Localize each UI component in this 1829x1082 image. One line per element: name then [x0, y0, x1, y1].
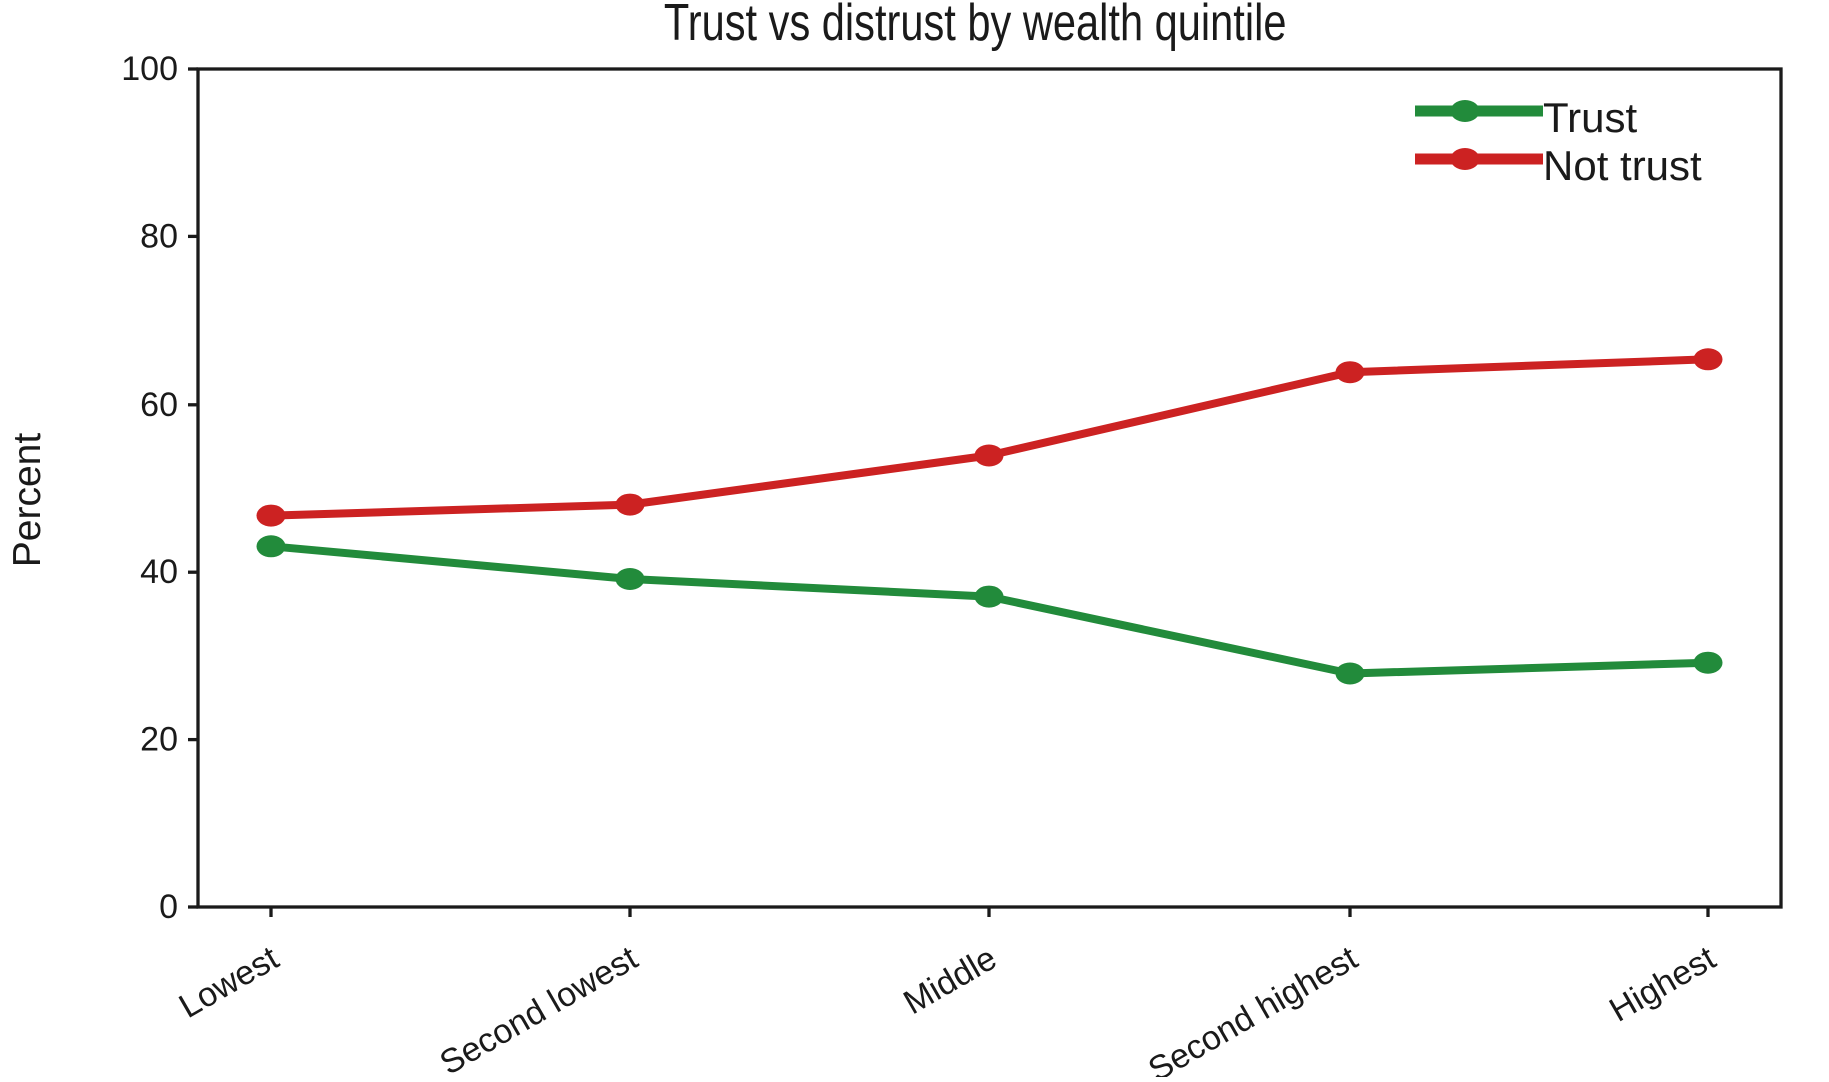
svg-text:Lowest: Lowest [173, 939, 286, 1026]
svg-text:Highest: Highest [1603, 939, 1722, 1030]
svg-text:Trust vs distrust by wealth qu: Trust vs distrust by wealth quintile [664, 0, 1287, 51]
svg-text:Middle: Middle [897, 939, 1003, 1022]
svg-text:100: 100 [121, 50, 178, 88]
svg-text:40: 40 [140, 553, 178, 591]
svg-text:0: 0 [159, 888, 178, 926]
svg-text:Trust: Trust [1543, 94, 1637, 141]
svg-text:Second lowest: Second lowest [433, 939, 644, 1077]
svg-text:80: 80 [140, 217, 178, 255]
svg-text:20: 20 [140, 721, 178, 759]
svg-text:Percent: Percent [6, 433, 49, 568]
svg-text:60: 60 [140, 386, 178, 424]
svg-text:Second highest: Second highest [1142, 939, 1364, 1077]
svg-text:Not trust: Not trust [1543, 142, 1702, 189]
